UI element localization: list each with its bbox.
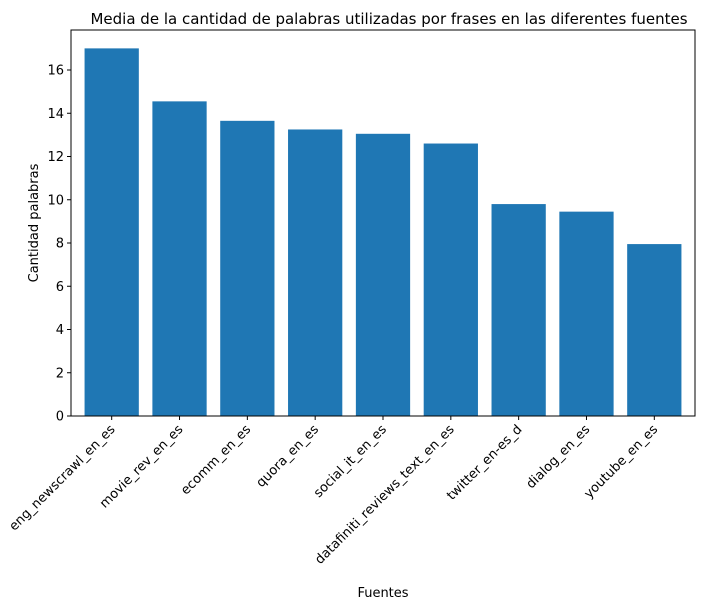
bar-social_it_en_es bbox=[355, 133, 411, 416]
x-tick-label: dialog_en_es bbox=[524, 422, 594, 492]
y-tick-label: 8 bbox=[56, 237, 64, 252]
bar-ecomm_en_es bbox=[220, 120, 275, 416]
plot-frame bbox=[70, 29, 696, 417]
x-tick-label: youtube_en_es bbox=[582, 422, 662, 502]
x-axis-ticks: eng_newscrawl_en_esmovie_rev_en_esecomm_… bbox=[7, 416, 662, 568]
x-axis-label: Fuentes bbox=[357, 586, 408, 601]
y-tick-label: 0 bbox=[56, 410, 64, 425]
y-tick-label: 2 bbox=[56, 366, 64, 381]
y-axis-ticks: 0 2 4 6 8 10 12 14 16 bbox=[47, 64, 71, 425]
x-tick-label: social_it_en_es bbox=[311, 422, 390, 501]
x-tick-label: quora_en_es bbox=[254, 422, 323, 491]
bar-eng_newscrawl_en_es bbox=[84, 48, 139, 416]
y-axis-label: Cantidad palabras bbox=[27, 163, 42, 282]
x-tick-label: twitter_en-es_d bbox=[444, 422, 525, 503]
y-tick-label: 10 bbox=[47, 193, 64, 208]
bars-layer bbox=[84, 48, 682, 417]
bar-quora_en_es bbox=[288, 129, 343, 416]
x-tick-label: ecomm_en_es bbox=[178, 422, 254, 498]
y-tick-label: 16 bbox=[47, 64, 64, 79]
bar-dialog_en_es bbox=[559, 211, 614, 416]
bar-twitter_en-es_d bbox=[491, 204, 546, 416]
bar-youtube_en_es bbox=[627, 244, 682, 416]
bar-datafiniti_reviews_text_en_es bbox=[423, 143, 478, 416]
chart-title: Media de la cantidad de palabras utiliza… bbox=[90, 10, 687, 28]
y-tick-label: 4 bbox=[56, 323, 64, 338]
bar-movie_rev_en_es bbox=[152, 101, 207, 417]
x-tick-label: datafiniti_reviews_text_en_es bbox=[312, 422, 457, 567]
x-tick-label: eng_newscrawl_en_es bbox=[7, 422, 119, 534]
y-tick-label: 14 bbox=[47, 107, 64, 122]
y-tick-label: 12 bbox=[47, 150, 64, 165]
y-tick-label: 6 bbox=[56, 280, 64, 295]
